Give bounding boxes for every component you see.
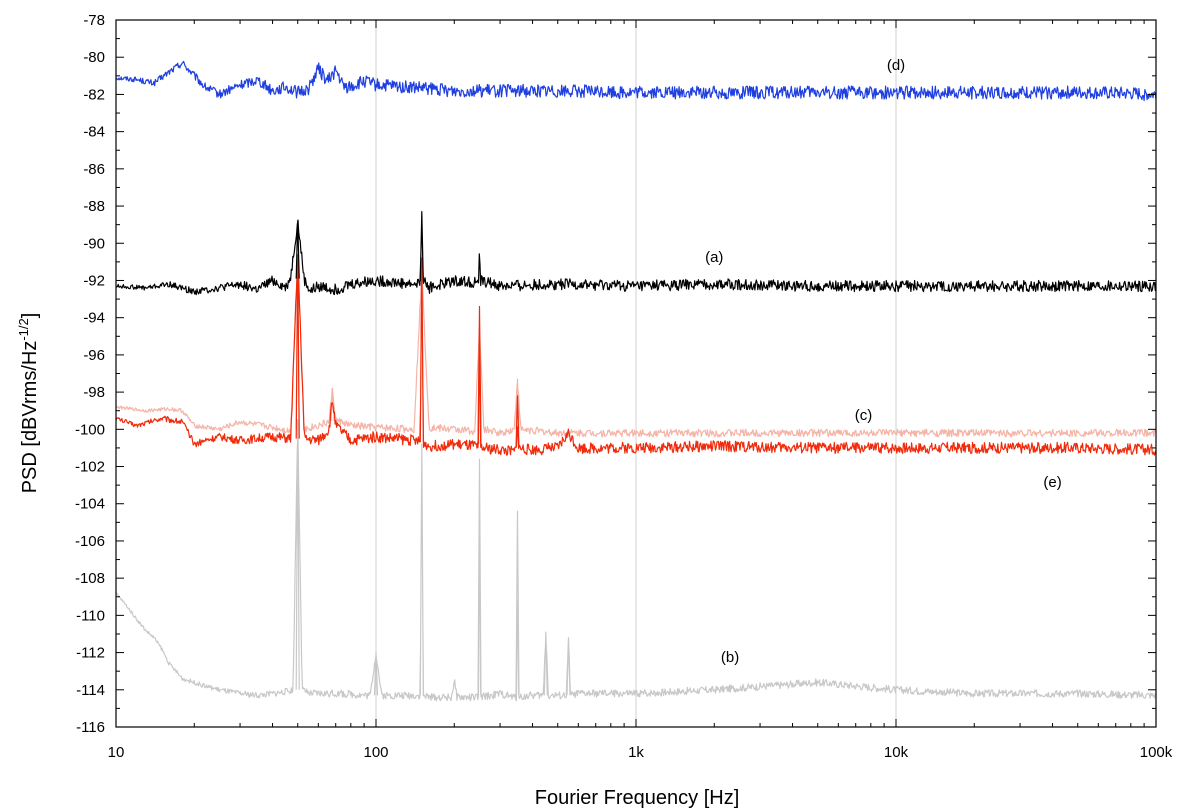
y-axis-title-superscript: -1/2 <box>16 318 31 340</box>
series-line <box>116 211 1157 296</box>
x-axis-title: Fourier Frequency [Hz] <box>535 787 740 809</box>
y-tick-label: -114 <box>76 682 105 699</box>
x-tick-label: 10k <box>884 744 909 761</box>
y-tick-label: -92 <box>83 272 105 289</box>
series-line <box>115 419 1157 702</box>
y-tick-label: -104 <box>75 496 105 513</box>
x-tick-label: 100k <box>1140 744 1173 761</box>
axis-ticks <box>115 19 1157 728</box>
y-tick-label: -78 <box>83 12 105 29</box>
x-tick-label: 10 <box>108 744 125 761</box>
y-tick-label: -110 <box>76 607 105 624</box>
y-tick-label: -86 <box>83 161 105 178</box>
x-tick-label: 1k <box>628 744 644 761</box>
y-axis-title-suffix: ] <box>19 313 41 319</box>
series-label: (b) <box>721 649 739 666</box>
y-axis-title: PSD [dBVrms/Hz-1/2] <box>16 313 41 494</box>
tick-labels: 10 100 1k 10k 100k -78 -80 -82 -84 -86 -88 -90 -92 -9… <box>75 12 1173 761</box>
y-tick-label: -116 <box>76 719 105 736</box>
grid-lines <box>375 20 897 727</box>
y-tick-label: -84 <box>83 124 105 141</box>
series-label: (d) <box>887 57 905 74</box>
series-line <box>115 60 1157 102</box>
series-layer <box>115 60 1157 702</box>
x-tick-label: 100 <box>363 744 388 761</box>
series-label: (e) <box>1043 474 1061 491</box>
y-axis-title-main: PSD [dBVrms/Hz <box>19 341 41 494</box>
y-tick-label: -106 <box>75 533 105 550</box>
y-tick-label: -112 <box>76 645 105 662</box>
y-tick-label: -100 <box>75 421 105 438</box>
series-annotations: (d) (a) (c) (e) (b) <box>705 57 1062 666</box>
series-label: (a) <box>705 249 723 266</box>
series-line <box>115 253 1157 456</box>
y-tick-label: -82 <box>83 86 105 103</box>
y-tick-label: -80 <box>83 49 105 66</box>
y-tick-label: -90 <box>83 235 105 252</box>
y-tick-label: -94 <box>83 310 105 327</box>
y-tick-label: -108 <box>75 570 105 587</box>
y-tick-label: -98 <box>83 384 105 401</box>
y-tick-label: -102 <box>75 459 105 476</box>
series-label: (c) <box>855 407 873 424</box>
y-tick-label: -96 <box>83 347 105 364</box>
y-tick-label: -88 <box>83 198 105 215</box>
